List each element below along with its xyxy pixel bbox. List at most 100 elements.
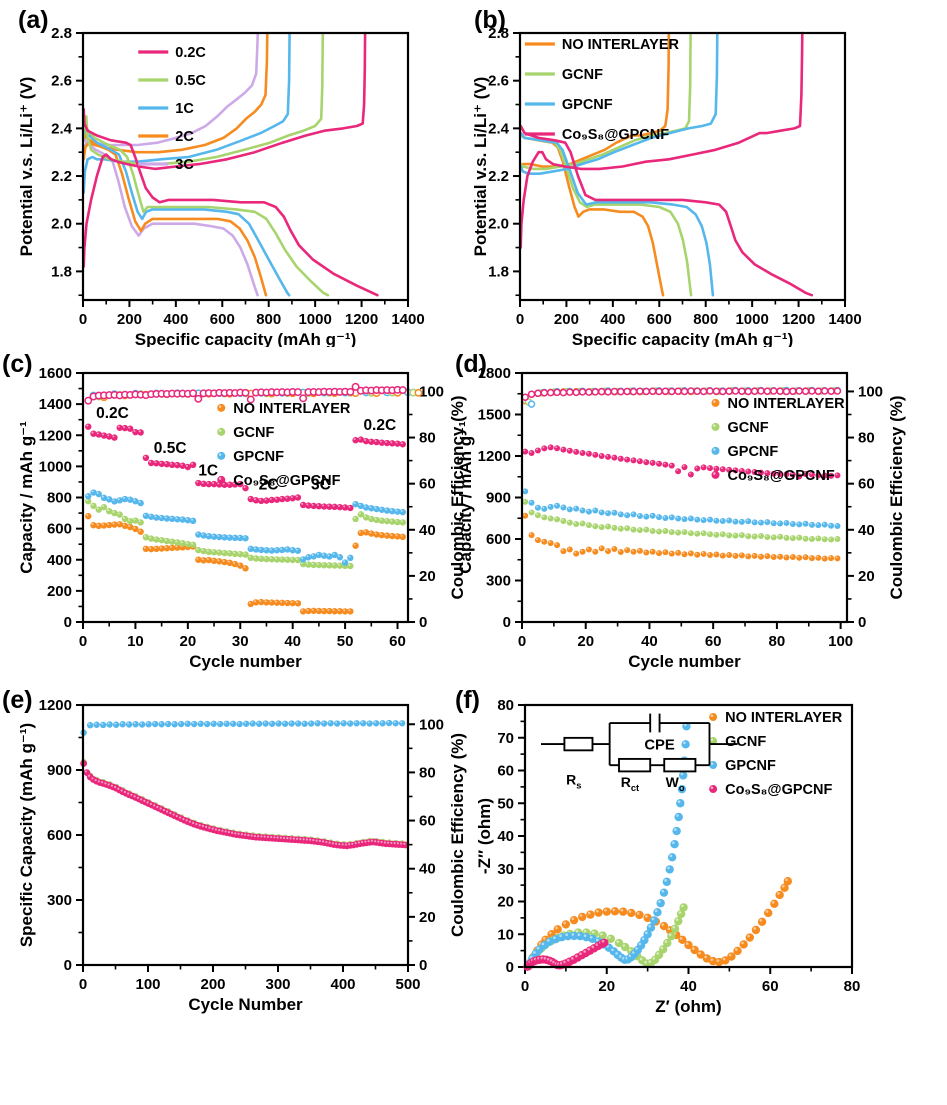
panel-a-plot: 0 200 400 600 800 1000 1200 1400 1.8 2.0 2.2 2.4 2.6… [0,0,470,352]
svg-text:0: 0 [858,614,866,631]
legend-label: GPCNF [233,449,284,465]
svg-text:60: 60 [762,978,779,995]
svg-text:600: 600 [647,311,672,328]
panel-d-cycling-100: (d) 0 20 40 60 80 100 0 300 600 900 1200 1500 1800 0 2… [450,348,947,678]
svg-text:0: 0 [518,633,526,650]
legend-label: 0.2C [175,45,206,61]
series-3c-discharge [82,136,259,297]
y2label-c: Coulombic Efficiency (%) [448,395,467,599]
svg-text:400: 400 [330,976,355,993]
panel-b-tag: (b) [474,6,506,34]
svg-text:60: 60 [858,476,875,493]
series-2c-charge [82,31,269,161]
panel-f-tag: (f) [455,686,480,714]
svg-text:1000: 1000 [298,311,331,328]
series-discharge-capacity-co9s8-gpcnf [80,760,409,850]
svg-text:1600: 1600 [39,365,72,382]
svg-text:60: 60 [497,763,514,780]
svg-text:0: 0 [419,614,427,631]
svg-text:70: 70 [497,730,514,747]
legend-label: 3C [175,157,194,173]
series-b [519,31,814,297]
svg-text:2.6: 2.6 [488,73,509,90]
svg-text:0: 0 [506,959,514,976]
panel-c-tag: (c) [2,350,33,378]
axes-e: 0 100 200 300 400 500 0 300 600 900 1200 0 20 40 60 80 1… [17,697,467,1014]
series-e [80,719,409,850]
svg-text:2.0: 2.0 [51,216,72,233]
xlabel-d: Cycle number [628,652,741,671]
panel-e-long-cycling-500: (e) 0 100 200 300 400 500 0 300 600 900 1200 0 20 40 6… [0,683,475,1055]
legend-label: NO INTERLAYER [562,37,680,53]
svg-text:30: 30 [232,633,249,650]
svg-text:1400: 1400 [391,311,424,328]
legend-label: 2C [175,129,194,145]
series-3c-charge [82,31,260,156]
svg-text:800: 800 [693,311,718,328]
panel-c-rate-capability: (c) 0 10 20 30 40 50 60 0 200 400 600 800 1000 1200 14… [0,348,475,678]
legend-label: GPCNF [725,758,776,774]
annotation-02C: 0.2C [96,405,129,422]
series-gpcnf-capacity [85,489,406,566]
svg-text:40: 40 [284,633,301,650]
svg-text:200: 200 [117,311,142,328]
y2label-e: Coulombic Efficiency (%) [448,733,467,937]
axes-d: 0 20 40 60 80 100 0 300 600 900 1200 1500 1800 0 20 40 6… [456,365,906,671]
svg-text:Rs: Rs [566,772,581,791]
svg-text:40: 40 [419,861,436,878]
series-gcnf-capacity [522,498,841,543]
svg-text:20: 20 [497,894,514,911]
chart-a: 0 200 400 600 800 1000 1200 1400 1.8 2.0 2.2 2.4 2.6… [17,25,425,349]
panel-a-tag: (a) [18,6,49,34]
svg-text:100: 100 [419,383,444,400]
svg-text:1.8: 1.8 [51,263,72,280]
svg-text:400: 400 [163,311,188,328]
svg-text:1200: 1200 [345,311,378,328]
legend-label: 0.5C [175,73,206,89]
annotation-3C: 3C [311,477,331,494]
series-gpcnf-charge [519,31,719,175]
annotation-2C: 2C [259,476,279,493]
svg-text:Rct: Rct [621,774,639,793]
svg-text:40: 40 [641,633,658,650]
svg-text:600: 600 [47,521,72,538]
svg-text:600: 600 [210,311,235,328]
legend-label: Co₉S₈@GPCNF [562,127,669,143]
svg-text:60: 60 [419,476,436,493]
legend-label: GCNF [725,734,766,750]
series-co9s8-gpcnf-capacity [522,444,841,480]
series-no-interlayer-capacity [85,512,406,615]
annotation-02C: 0.2C [363,417,396,434]
svg-text:60: 60 [419,813,436,830]
svg-text:0: 0 [79,633,87,650]
series-gpcnf-capacity [522,488,841,529]
svg-text:60: 60 [389,633,406,650]
svg-text:2.4: 2.4 [488,120,510,137]
svg-text:0: 0 [64,614,72,631]
legend-c: NO INTERLAYER GCNF GPCNF Co₉S₈@GPCNF [217,401,351,489]
xlabel-e: Cycle Number [188,995,303,1014]
svg-text:800: 800 [47,490,72,507]
svg-text:200: 200 [200,976,225,993]
svg-text:20: 20 [577,633,594,650]
legend-label: GPCNF [562,97,613,113]
series-c [84,382,423,615]
svg-text:80: 80 [419,764,436,781]
svg-text:200: 200 [47,583,72,600]
svg-text:1200: 1200 [478,448,511,465]
annotation-1C: 1C [198,463,218,480]
svg-text:2.8: 2.8 [51,25,72,42]
svg-text:80: 80 [769,633,786,650]
svg-text:300: 300 [486,573,511,590]
svg-text:1200: 1200 [782,311,815,328]
svg-text:1000: 1000 [735,311,768,328]
svg-text:80: 80 [419,430,436,447]
series-gcnf-capacity [85,498,406,570]
legend-a: 0.2C 0.5C 1C 2C 3C [138,45,206,173]
svg-text:100: 100 [828,633,853,650]
svg-text:600: 600 [486,531,511,548]
series-co9s8-gpcnf-capacity [85,423,406,512]
svg-text:20: 20 [598,978,615,995]
xlabel-f: Z′ (ohm) [655,997,721,1016]
